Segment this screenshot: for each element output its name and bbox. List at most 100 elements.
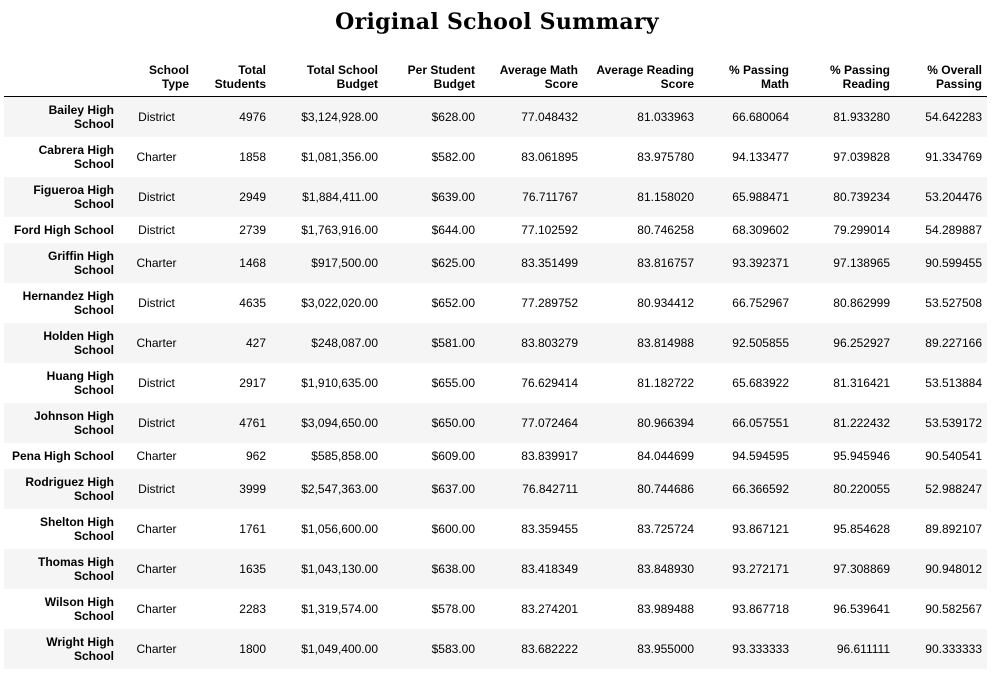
table-cell: 83.418349 <box>480 549 583 589</box>
table-row: Wilson High School Charter 2283 $1,319,574.0… <box>4 589 987 629</box>
table-cell: 81.316421 <box>794 363 895 403</box>
table-cell: 89.227166 <box>895 323 987 363</box>
table-cell: 96.611111 <box>794 629 895 669</box>
school-name-cell: Shelton High School <box>4 509 119 549</box>
table-row: Johnson High School District 4761 $3,094,650… <box>4 403 987 443</box>
table-cell: 1800 <box>194 629 271 669</box>
table-cell: 66.680064 <box>699 96 794 137</box>
column-header: % Passing Reading <box>794 60 895 97</box>
table-cell: 83.351499 <box>480 243 583 283</box>
table-cell: Charter <box>119 443 194 469</box>
table-cell: 97.308869 <box>794 549 895 589</box>
table-row: Thomas High School Charter 1635 $1,043,130.0… <box>4 549 987 589</box>
table-cell: 54.642283 <box>895 96 987 137</box>
table-cell: 53.539172 <box>895 403 987 443</box>
column-header: Average Reading Score <box>583 60 699 97</box>
table-cell: $581.00 <box>383 323 480 363</box>
table-cell: 4976 <box>194 96 271 137</box>
column-header: Per Student Budget <box>383 60 480 97</box>
header-corner <box>4 60 119 97</box>
table-cell: 83.848930 <box>583 549 699 589</box>
table-cell: 77.048432 <box>480 96 583 137</box>
school-name-cell: Johnson High School <box>4 403 119 443</box>
table-cell: 53.527508 <box>895 283 987 323</box>
table-cell: 94.594595 <box>699 443 794 469</box>
table-cell: Charter <box>119 243 194 283</box>
table-cell: 3999 <box>194 469 271 509</box>
school-summary-table: School Type Total Students Total School Budge… <box>4 60 987 669</box>
table-cell: $1,049,400.00 <box>271 629 383 669</box>
table-cell: 90.333333 <box>895 629 987 669</box>
table-cell: 83.814988 <box>583 323 699 363</box>
table-cell: 427 <box>194 323 271 363</box>
table-cell: 89.892107 <box>895 509 987 549</box>
table-cell: 2739 <box>194 217 271 243</box>
table-cell: 93.867121 <box>699 509 794 549</box>
table-cell: $248,087.00 <box>271 323 383 363</box>
table-cell: 96.252927 <box>794 323 895 363</box>
table-cell: 80.862999 <box>794 283 895 323</box>
table-cell: 80.966394 <box>583 403 699 443</box>
table-cell: 54.289887 <box>895 217 987 243</box>
table-cell: 77.072464 <box>480 403 583 443</box>
table-cell: Charter <box>119 323 194 363</box>
table-cell: $652.00 <box>383 283 480 323</box>
table-cell: 95.945946 <box>794 443 895 469</box>
table-cell: 83.989488 <box>583 589 699 629</box>
table-row: Hernandez High School District 4635 $3,022,0… <box>4 283 987 323</box>
column-header: % Passing Math <box>699 60 794 97</box>
table-cell: 93.333333 <box>699 629 794 669</box>
table-cell: $583.00 <box>383 629 480 669</box>
table-cell: $639.00 <box>383 177 480 217</box>
table-cell: $1,056,600.00 <box>271 509 383 549</box>
table-cell: 53.513884 <box>895 363 987 403</box>
table-cell: District <box>119 283 194 323</box>
table-cell: $625.00 <box>383 243 480 283</box>
table-cell: 1635 <box>194 549 271 589</box>
school-name-cell: Holden High School <box>4 323 119 363</box>
table-cell: 83.274201 <box>480 589 583 629</box>
table-cell: 80.739234 <box>794 177 895 217</box>
table-cell: $582.00 <box>383 137 480 177</box>
table-cell: 92.505855 <box>699 323 794 363</box>
table-cell: District <box>119 403 194 443</box>
table-cell: $1,043,130.00 <box>271 549 383 589</box>
table-cell: 93.272171 <box>699 549 794 589</box>
table-cell: $3,124,928.00 <box>271 96 383 137</box>
column-header: Average Math Score <box>480 60 583 97</box>
table-cell: 83.682222 <box>480 629 583 669</box>
table-cell: 80.746258 <box>583 217 699 243</box>
table-row: Cabrera High School Charter 1858 $1,081,356.… <box>4 137 987 177</box>
school-name-cell: Thomas High School <box>4 549 119 589</box>
table-cell: $3,022,020.00 <box>271 283 383 323</box>
table-cell: $600.00 <box>383 509 480 549</box>
table-cell: $3,094,650.00 <box>271 403 383 443</box>
school-name-cell: Rodriguez High School <box>4 469 119 509</box>
table-cell: 4761 <box>194 403 271 443</box>
table-body: Bailey High School District 4976 $3,124,928.… <box>4 96 987 669</box>
table-cell: 96.539641 <box>794 589 895 629</box>
table-cell: $638.00 <box>383 549 480 589</box>
table-cell: 81.182722 <box>583 363 699 403</box>
table-cell: 97.138965 <box>794 243 895 283</box>
table-cell: Charter <box>119 137 194 177</box>
column-header: Total School Budget <box>271 60 383 97</box>
table-cell: 90.540541 <box>895 443 987 469</box>
table-cell: $585,858.00 <box>271 443 383 469</box>
school-name-cell: Wright High School <box>4 629 119 669</box>
table-cell: 97.039828 <box>794 137 895 177</box>
school-name-cell: Wilson High School <box>4 589 119 629</box>
table-cell: 53.204476 <box>895 177 987 217</box>
school-name-cell: Griffin High School <box>4 243 119 283</box>
table-cell: 83.803279 <box>480 323 583 363</box>
table-cell: District <box>119 363 194 403</box>
table-cell: $1,763,916.00 <box>271 217 383 243</box>
table-row: Holden High School Charter 427 $248,087.00 $5… <box>4 323 987 363</box>
table-cell: 2917 <box>194 363 271 403</box>
table-cell: 83.725724 <box>583 509 699 549</box>
table-cell: 1858 <box>194 137 271 177</box>
table-cell: 52.988247 <box>895 469 987 509</box>
table-cell: $644.00 <box>383 217 480 243</box>
table-cell: District <box>119 217 194 243</box>
table-cell: 81.222432 <box>794 403 895 443</box>
